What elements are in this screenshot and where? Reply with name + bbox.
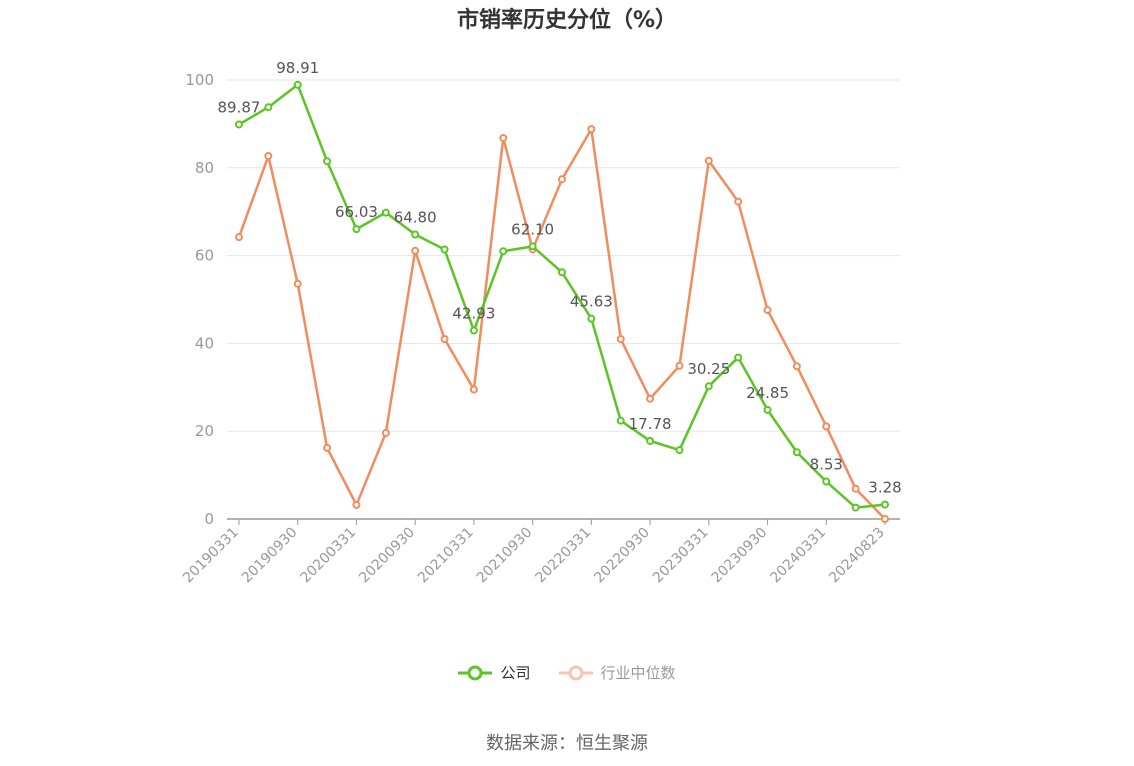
x-tick-label-9: 20230930: [709, 525, 771, 587]
data-point-company-11: [558, 268, 566, 277]
data-point-company-12: [587, 314, 596, 323]
data-point-industry-7: [440, 335, 449, 344]
x-tick-label-8: 20230331: [650, 525, 712, 587]
data-point-industry-21: [851, 484, 860, 493]
y-tick-label-60: 60: [195, 247, 214, 265]
series-line-company: [238, 83, 886, 509]
data-point-company-20: [822, 477, 831, 486]
y-tick-label-80: 80: [195, 159, 214, 177]
data-point-industry-2: [293, 279, 302, 288]
data-point-company-0: [235, 120, 243, 129]
legend-label-industry: 行业中位数: [600, 664, 676, 682]
data-label-company-8: 42.93: [452, 305, 495, 323]
y-tick-label-20: 20: [195, 422, 214, 440]
data-point-company-17: [734, 353, 743, 362]
x-tick-label-0: 20190331: [180, 525, 242, 587]
x-tick-label-7: 20220930: [591, 525, 653, 587]
data-label-company-2: 98.91: [276, 59, 319, 77]
data-point-company-5: [381, 208, 390, 217]
data-point-company-4: [352, 225, 361, 234]
y-tick-label-0: 0: [204, 510, 214, 528]
data-point-company-18: [763, 405, 772, 414]
legend-label-company: 公司: [500, 664, 531, 682]
data-label-company-20: 8.53: [810, 456, 843, 474]
data-point-industry-9: [499, 133, 508, 142]
data-point-company-10: [528, 242, 537, 251]
chart-title: 市销率历史分位（%）: [456, 8, 678, 33]
data-point-industry-11: [558, 175, 566, 184]
x-tick-label-6: 20220331: [532, 525, 594, 587]
data-source: 数据来源：恒生聚源: [486, 733, 648, 754]
data-point-company-14: [646, 436, 655, 445]
data-label-company-4: 66.03: [335, 203, 378, 221]
data-label-company-14: 17.78: [629, 415, 672, 433]
x-tick-label-4: 20210331: [415, 525, 477, 587]
data-label-company-16: 30.25: [687, 360, 730, 378]
data-point-industry-20: [822, 422, 831, 431]
x-tick-label-10: 20240331: [767, 525, 829, 587]
data-point-industry-1: [264, 151, 273, 160]
data-point-company-13: [616, 416, 625, 425]
data-point-industry-22: [881, 515, 889, 523]
y-tick-label-40: 40: [195, 334, 214, 352]
data-point-company-3: [323, 157, 332, 166]
data-point-company-2: [293, 80, 302, 89]
data-point-company-8: [469, 326, 478, 335]
data-point-company-15: [675, 446, 684, 455]
data-point-industry-5: [381, 428, 390, 437]
data-label-company-18: 24.85: [746, 384, 789, 402]
data-point-company-21: [851, 503, 860, 512]
data-point-company-22: [881, 500, 889, 509]
data-point-industry-6: [411, 246, 420, 255]
data-point-industry-0: [235, 233, 243, 242]
data-point-industry-18: [763, 306, 772, 315]
legend-marker-industry-icon: [558, 665, 593, 680]
data-point-industry-4: [352, 500, 361, 509]
legend-marker-company-icon: [458, 665, 493, 680]
data-label-company-6: 64.80: [394, 209, 437, 227]
data-point-company-19: [792, 448, 801, 457]
data-point-industry-13: [616, 335, 625, 344]
data-point-company-1: [264, 103, 273, 112]
data-point-company-6: [411, 230, 420, 239]
data-point-company-7: [440, 245, 449, 254]
x-tick-label-3: 20200930: [356, 525, 418, 587]
data-point-industry-15: [675, 361, 684, 370]
y-tick-label-100: 100: [185, 71, 214, 89]
series-line-industry: [237, 127, 886, 520]
x-tick-label-11: 20240823: [826, 525, 888, 587]
data-point-industry-19: [792, 362, 801, 371]
legend: 公司 行业中位数: [0, 662, 1134, 683]
data-label-company-22: 3.28: [868, 479, 901, 497]
data-label-company-12: 45.63: [570, 293, 613, 311]
data-point-industry-12: [587, 125, 596, 134]
data-point-industry-14: [646, 394, 655, 403]
x-tick-label-5: 20210930: [474, 525, 536, 587]
legend-item-company[interactable]: 公司: [458, 662, 531, 683]
line-chart: 0 20 40 60 80 100 2019033120190930202003312020…: [180, 59, 902, 587]
data-point-industry-17: [734, 197, 743, 206]
x-tick-label-2: 20200331: [298, 525, 360, 587]
data-point-company-9: [499, 247, 508, 256]
data-label-company-10: 62.10: [511, 220, 554, 238]
data-point-industry-16: [704, 156, 713, 165]
data-point-industry-8: [469, 385, 478, 394]
data-point-company-16: [704, 382, 713, 391]
data-point-industry-3: [323, 443, 332, 452]
data-label-company-0: 89.87: [218, 98, 261, 116]
x-tick-label-1: 20190930: [239, 525, 301, 587]
legend-item-industry[interactable]: 行业中位数: [558, 662, 676, 683]
